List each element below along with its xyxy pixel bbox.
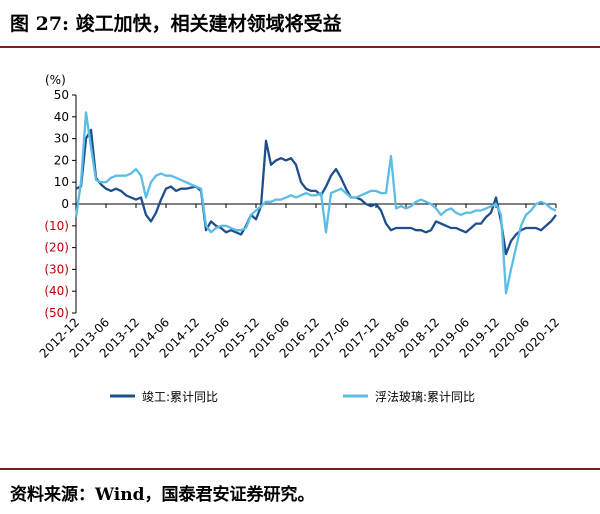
y-tick-label: (50) (44, 306, 69, 320)
y-tick-label: 0 (61, 197, 69, 211)
figure-title-bar: 图 27: 竣工加快，相关建材领域将受益 (0, 0, 600, 48)
y-tick-label: 30 (54, 132, 69, 146)
y-tick-label: 40 (54, 110, 69, 124)
source-note: 资料来源：Wind，国泰君安证券研究。 (10, 485, 315, 505)
figure-title: 图 27: 竣工加快，相关建材领域将受益 (10, 13, 342, 35)
y-unit-label: (%) (45, 73, 66, 87)
source-bar: 资料来源：Wind，国泰君安证券研究。 (0, 468, 600, 514)
series-line-1 (75, 128, 557, 256)
series-line-2 (74, 111, 557, 295)
y-tick-label: (10) (44, 219, 69, 233)
y-tick-label: 50 (54, 88, 69, 102)
legend-label-2: 浮法玻璃:累计同比 (375, 390, 475, 404)
y-tick-label: (30) (44, 262, 69, 276)
y-tick-label: 20 (54, 153, 69, 167)
line-chart: (%)50403020100(10)(20)(30)(40)(50)2012-1… (37, 73, 562, 404)
y-tick-label: 10 (54, 175, 69, 189)
y-tick-label: (20) (44, 241, 69, 255)
legend-label-1: 竣工:累计同比 (142, 389, 218, 404)
y-tick-label: (40) (44, 284, 69, 298)
